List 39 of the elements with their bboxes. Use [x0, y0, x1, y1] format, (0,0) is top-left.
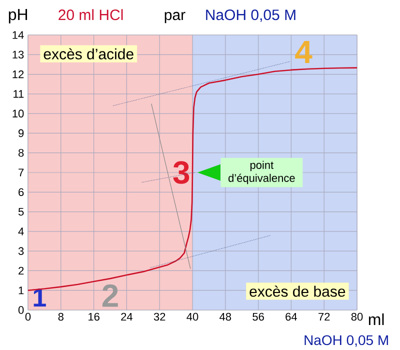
- y-axis-title: pH: [8, 8, 28, 24]
- annotation: 2: [102, 284, 118, 307]
- y-tick-label: 13: [12, 50, 24, 59]
- x-axis-title: ml: [368, 313, 384, 325]
- x-tick-label: 40: [186, 312, 198, 321]
- text: NaOH 0,05 M: [304, 335, 388, 347]
- text: par: [164, 12, 186, 24]
- annotation: point d’équivalence: [228, 160, 295, 184]
- y-tick-label: 10: [12, 110, 24, 118]
- x-tick-label: 32: [154, 312, 166, 321]
- x-tick-label: 80: [351, 312, 363, 321]
- y-tick-label: 3: [18, 247, 24, 255]
- y-tick-label: 9: [18, 129, 24, 138]
- y-tick-label: 14: [12, 31, 24, 39]
- x-tick-label: 16: [88, 312, 100, 321]
- text: NaOH 0,05 M: [206, 10, 296, 22]
- y-tick-label: 12: [12, 70, 24, 78]
- x-tick-label: 0: [25, 312, 31, 321]
- x-tick-label: 48: [220, 312, 232, 321]
- y-tick-label: 5: [18, 208, 24, 216]
- x-tick-label: 8: [58, 312, 64, 321]
- x-tick-label: 64: [286, 312, 297, 321]
- band-label: excès de base: [250, 286, 346, 297]
- x-tick-label: 24: [121, 312, 132, 321]
- y-tick-label: 8: [18, 148, 24, 157]
- annotation: 1: [34, 288, 46, 306]
- x-tick-label: 72: [318, 312, 330, 321]
- band-label: excès d’acide: [44, 48, 134, 60]
- y-tick-label: 11: [14, 90, 24, 98]
- annotation: 3: [173, 161, 190, 184]
- annotation: 4: [295, 40, 312, 63]
- y-tick-label: 4: [18, 228, 24, 236]
- x-tick-label: 56: [252, 312, 264, 321]
- chart-title: 20 ml HCl: [58, 9, 123, 20]
- y-tick-label: 0: [18, 306, 24, 314]
- y-tick-label: 2: [18, 266, 24, 275]
- y-tick-label: 7: [18, 168, 24, 176]
- y-tick-label: 1: [18, 286, 24, 294]
- y-tick-label: 6: [18, 188, 24, 196]
